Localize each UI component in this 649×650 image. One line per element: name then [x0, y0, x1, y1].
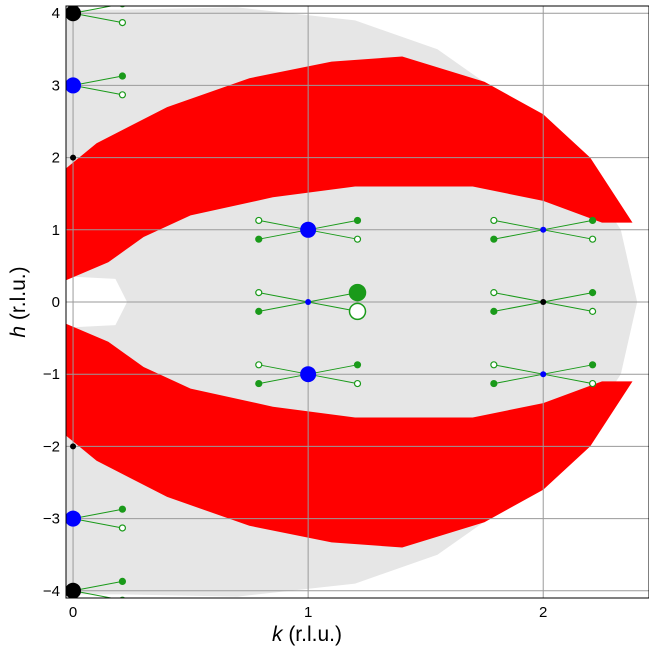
large-green-open-marker [348, 302, 367, 321]
bragg-peak-blue [300, 366, 317, 383]
green-arm-line [493, 373, 544, 385]
green-filled-marker [255, 379, 263, 388]
green-arm-line [258, 301, 309, 312]
green-filled-marker [255, 307, 263, 315]
y-tick-label: −3 [43, 511, 60, 528]
green-open-marker [490, 216, 498, 225]
bragg-peak-blue [66, 77, 82, 94]
green-filled-marker [588, 289, 597, 297]
y-tick-label: −4 [43, 583, 60, 600]
green-arm-line [72, 12, 123, 24]
green-arm-line [258, 373, 309, 385]
bragg-peak-black [70, 154, 77, 161]
green-arm-line [543, 373, 593, 385]
green-filled-marker [118, 577, 127, 585]
bragg-peak-blue [300, 221, 317, 238]
red-band-1 [66, 56, 633, 281]
plot-frame [65, 5, 649, 599]
green-arm-line [543, 229, 593, 240]
green-arm-line [308, 219, 358, 231]
y-tick-label: −2 [43, 438, 60, 455]
green-filled-marker [255, 235, 263, 243]
y-tick-label: 3 [52, 77, 60, 94]
green-arm-line [258, 219, 309, 231]
bragg-peak-black [70, 443, 77, 450]
green-open-marker [588, 379, 597, 388]
x-axis-label: k (r.l.u.) [272, 623, 342, 646]
bragg-peak-black [540, 299, 547, 305]
green-arm-line [72, 6, 114, 14]
y-axis-var: h [7, 326, 30, 338]
green-arm-line [258, 292, 309, 303]
green-arm-line [258, 364, 309, 375]
green-arm-line [72, 590, 114, 598]
green-arm-line [72, 580, 123, 592]
bragg-peak-blue [305, 299, 312, 305]
large-green-filled-marker [348, 283, 367, 302]
green-arm-line [493, 229, 544, 240]
green-open-marker [490, 289, 498, 297]
x-tick-label: 2 [539, 604, 547, 621]
y-axis-unit: (r.l.u.) [7, 266, 30, 326]
y-tick-label: 4 [52, 5, 60, 22]
x-tick-label: 0 [69, 604, 77, 621]
green-open-marker [118, 91, 127, 99]
y-tick-label: 0 [52, 294, 60, 311]
y-tick-label: −1 [43, 366, 60, 383]
bragg-peak-black [66, 6, 82, 22]
green-arm-line [308, 364, 358, 375]
green-arm-line [493, 292, 544, 303]
green-arm-line [493, 364, 544, 375]
green-open-marker [353, 235, 362, 243]
green-filled-marker [490, 379, 498, 388]
green-filled-marker [490, 235, 498, 243]
green-arm-line [543, 219, 593, 231]
x-axis-unit: (r.l.u.) [282, 623, 342, 646]
green-filled-marker [490, 307, 498, 315]
green-arm-line [493, 301, 544, 312]
green-open-marker [588, 235, 597, 243]
green-arm-line [72, 75, 123, 86]
green-filled-marker [353, 216, 362, 225]
red-band-2 [66, 323, 633, 548]
green-arm-line [308, 229, 358, 240]
tick-labels-layer: 0 1 2 4 3 2 1 0 −1 −2 −3 −4 [43, 5, 547, 621]
y-tick-label: 2 [52, 150, 60, 167]
green-arm-line [308, 373, 358, 385]
green-arm-line [543, 364, 593, 375]
green-open-marker [255, 289, 263, 297]
green-open-marker [118, 524, 127, 532]
green-arm-line [493, 219, 544, 231]
green-filled-marker [588, 216, 597, 225]
green-open-marker [490, 361, 498, 369]
green-filled-marker [118, 505, 127, 513]
bragg-peak-blue [540, 226, 547, 233]
green-open-marker [353, 379, 362, 388]
x-axis-var: k [272, 623, 284, 646]
green-arm-line [543, 292, 593, 303]
green-arm-line [72, 508, 123, 520]
markers-layer [66, 6, 597, 598]
grid-layer [66, 6, 649, 598]
green-open-marker [255, 216, 263, 225]
green-arm-line [72, 84, 123, 96]
y-axis-label: h (r.l.u.) [7, 266, 30, 337]
y-tick-label: 1 [52, 222, 60, 239]
green-filled-marker [588, 361, 597, 369]
bragg-peak-black [66, 582, 82, 598]
green-filled-marker [353, 361, 362, 369]
green-open-marker [588, 307, 597, 315]
green-open-marker [118, 19, 127, 27]
green-arm-line [543, 301, 593, 312]
bragg-peak-blue [66, 510, 82, 527]
green-open-marker [255, 361, 263, 369]
bragg-peak-blue [540, 371, 547, 378]
green-arm-line [258, 229, 309, 240]
green-filled-marker [118, 72, 127, 80]
green-arm-line [72, 518, 123, 529]
x-tick-label: 1 [304, 604, 312, 621]
